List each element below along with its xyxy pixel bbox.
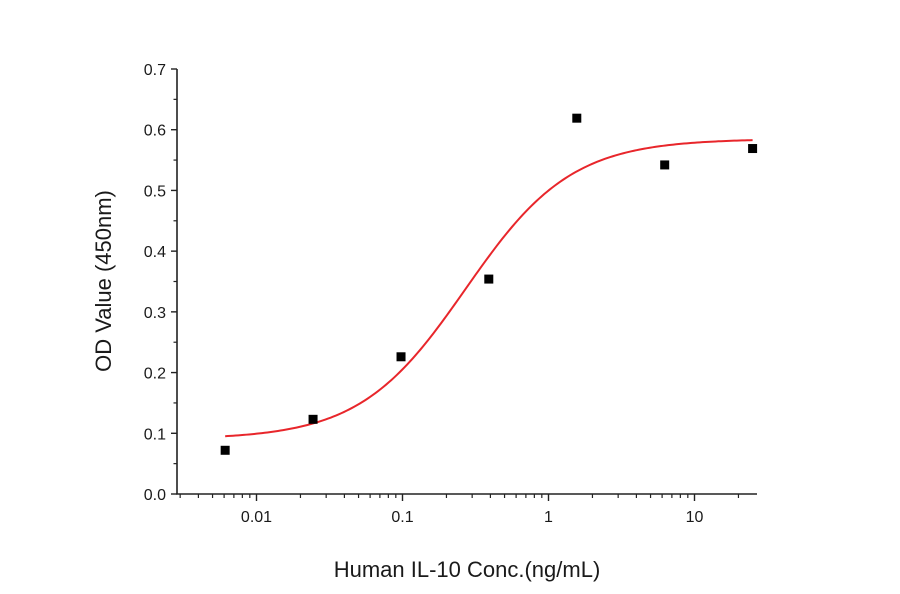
tick-marks bbox=[171, 68, 740, 501]
data-point-marker bbox=[308, 414, 318, 424]
y-tick-label: 0.7 bbox=[144, 62, 166, 79]
data-point-marker bbox=[748, 144, 758, 154]
data-point-marker bbox=[660, 160, 670, 170]
tick-labels: 0.0 0.1 0.2 0.3 0.4 0.5 0.6 0.7 0.01 0.1 1 10 bbox=[144, 62, 704, 526]
data-point-marker bbox=[572, 113, 582, 123]
y-tick-label: 0.6 bbox=[144, 123, 166, 140]
y-tick-label: 0.0 bbox=[144, 487, 166, 504]
x-axis-title: Human IL-10 Conc.(ng/mL) bbox=[334, 557, 601, 582]
data-point-marker bbox=[220, 445, 230, 455]
y-tick-label: 0.5 bbox=[144, 183, 166, 200]
x-tick-label: 10 bbox=[686, 509, 704, 526]
axes bbox=[176, 69, 757, 495]
y-tick-label: 0.4 bbox=[144, 244, 166, 261]
y-tick-label: 0.3 bbox=[144, 305, 166, 322]
fit-curve bbox=[225, 139, 753, 438]
data-points bbox=[220, 113, 758, 455]
data-point-marker bbox=[396, 352, 406, 362]
y-axis-title: OD Value (450nm) bbox=[91, 190, 116, 372]
x-tick-label: 0.01 bbox=[241, 509, 272, 526]
x-tick-label: 0.1 bbox=[391, 509, 413, 526]
y-tick-label: 0.2 bbox=[144, 366, 166, 383]
data-point-marker bbox=[484, 274, 494, 284]
y-tick-label: 0.1 bbox=[144, 426, 166, 443]
x-tick-label: 1 bbox=[544, 509, 553, 526]
